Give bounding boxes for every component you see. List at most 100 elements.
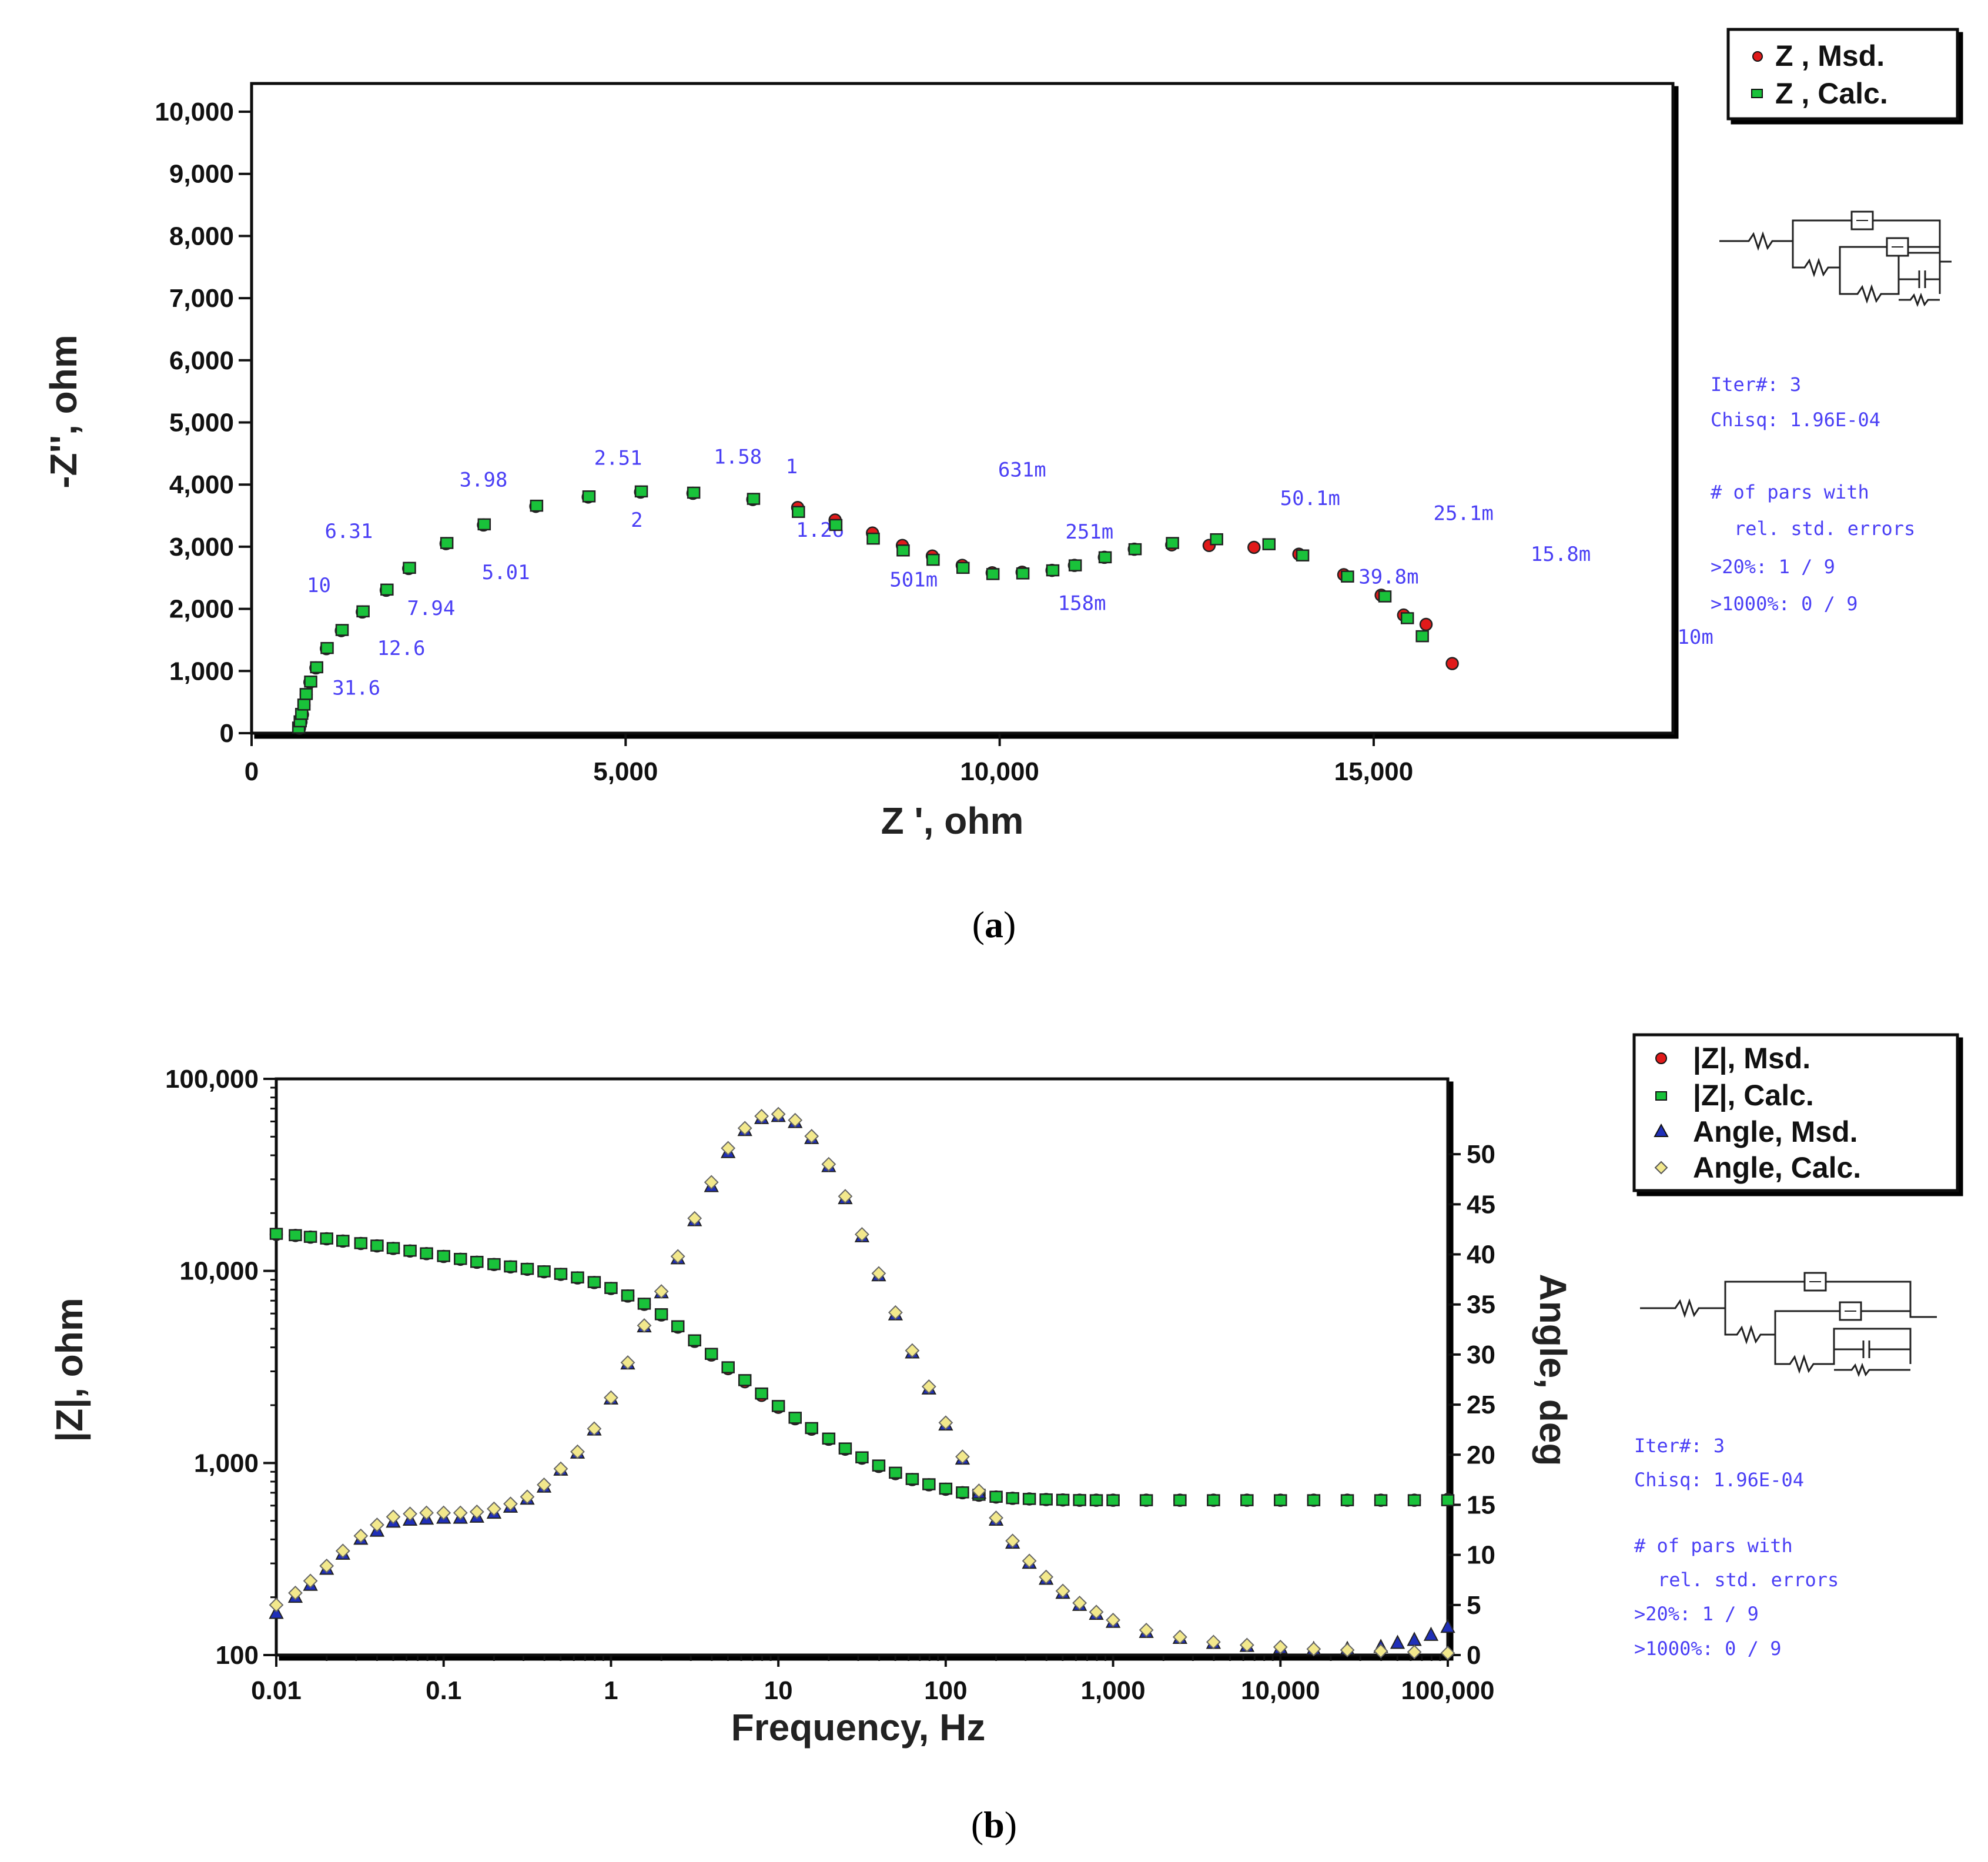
nyquist-calc-point xyxy=(1016,567,1030,580)
bode-anglecalc-point xyxy=(637,1318,652,1333)
bode-anglecalc-point xyxy=(721,1141,736,1156)
bode-anglecalc-point xyxy=(788,1112,803,1128)
bode-anglecalc-point xyxy=(604,1390,618,1405)
panel-b: 0.01 0.1 1 10 100 1,000 10,000 100,0001001,0001… xyxy=(48,1033,1959,1846)
legend-label-zcalc-b: |Z|, Calc. xyxy=(1693,1079,1814,1112)
bode-anglecalc-point xyxy=(1373,1643,1388,1659)
y-right-tick-label-b: 25 xyxy=(1467,1390,1495,1419)
nyquist-calc-point xyxy=(403,561,416,574)
nyquist-calc-point xyxy=(310,661,323,674)
bode-zcalc-point xyxy=(771,1400,785,1412)
bode-zcalc-point xyxy=(470,1255,484,1268)
bode-anglecalc-point xyxy=(1239,1637,1254,1653)
nyquist-calc-point xyxy=(986,568,1000,580)
bode-anglecalc-point xyxy=(386,1509,401,1525)
nyquist-msd-point xyxy=(1419,617,1433,631)
frequency-label-a: 631m xyxy=(998,458,1046,482)
frequency-label-a: 5.01 xyxy=(482,561,530,584)
frequency-label-a: 2.51 xyxy=(594,446,642,470)
y-tick-label-a: 5,000 xyxy=(169,409,234,437)
nyquist-calc-point xyxy=(896,544,910,557)
bode-anglecalc-point xyxy=(838,1189,853,1204)
bode-zcalc-point xyxy=(1006,1492,1019,1505)
bode-anglecalc-point xyxy=(771,1106,786,1122)
bode-zcalc-point xyxy=(336,1235,350,1247)
nyquist-calc-point xyxy=(747,493,761,505)
y-left-tick-label-b: 10,000 xyxy=(179,1257,259,1286)
bode-anglecalc-point xyxy=(537,1477,551,1492)
bode-zcalc-point xyxy=(805,1422,818,1435)
bode-anglecalc-point xyxy=(335,1543,350,1559)
bode-zcalc-point xyxy=(704,1348,718,1360)
nyquist-calc-point xyxy=(304,676,317,688)
y-right-tick-label-b: 45 xyxy=(1467,1190,1495,1219)
panel-label-a: (a) xyxy=(972,904,1016,945)
bode-anglecalc-point xyxy=(1022,1553,1037,1569)
bode-anglecalc-point xyxy=(436,1505,451,1520)
nyquist-calc-point xyxy=(926,553,940,566)
frequency-label-a: 39.8m xyxy=(1358,565,1418,589)
legend-label-amsd-b: Angle, Msd. xyxy=(1693,1115,1858,1148)
frequency-labels-a: 31.612.67.94106.315.013.982.5121.581.261… xyxy=(307,445,1713,700)
bode-anglecalc-point xyxy=(269,1597,284,1613)
x-axis-title-b: Frequency, Hz xyxy=(731,1706,986,1749)
bode-zcalc-point xyxy=(1207,1494,1220,1506)
y-right-tick-label-b: 0 xyxy=(1467,1641,1481,1670)
nyquist-calc-point xyxy=(1378,590,1392,603)
bode-anglecalc-point xyxy=(319,1558,334,1573)
panel-a: 0 1,000 2,000 3,000 4,000 5,000 6,000 7,000 8,00… xyxy=(42,28,1959,945)
bode-zcalc-point xyxy=(822,1432,836,1445)
legend-marker-calc-a xyxy=(1751,89,1763,98)
nyquist-calc-point xyxy=(956,561,970,574)
x-tick-label-b: 100 xyxy=(924,1676,967,1705)
bode-anglecalc-point xyxy=(1206,1634,1221,1650)
nyquist-calc-point xyxy=(1068,559,1082,571)
svg-text:(b): (b) xyxy=(971,1804,1017,1846)
bode-anglecalc-point xyxy=(989,1510,1003,1526)
panel-label-b: (b) xyxy=(971,1804,1017,1846)
bode-anglecalc-point xyxy=(754,1108,769,1124)
bode-anglecalc-point xyxy=(1273,1639,1288,1654)
x-tick-label-b: 0.01 xyxy=(251,1676,302,1705)
y-tick-label-a: 10,000 xyxy=(155,98,234,126)
pars-text-2-a: rel. std. errors xyxy=(1734,517,1915,540)
frequency-label-a: 50.1m xyxy=(1280,487,1340,510)
y-tick-label-a: 2,000 xyxy=(169,595,234,624)
frequency-label-a: 6.31 xyxy=(324,520,373,543)
x-tick-label-b: 1 xyxy=(604,1676,618,1705)
bode-zcalc-point xyxy=(554,1268,568,1280)
y-right-tick-label-b: 20 xyxy=(1467,1440,1495,1469)
circuit-diagram-b xyxy=(1640,1272,1937,1378)
pars-text-2-b: rel. std. errors xyxy=(1658,1569,1839,1591)
y-tick-label-a: 9,000 xyxy=(169,160,234,189)
pars-text-1-a: # of pars with xyxy=(1711,481,1869,503)
y-right-tick-label-b: 50 xyxy=(1467,1140,1495,1169)
nyquist-msd-point xyxy=(1247,540,1261,554)
bode-zcalc-point xyxy=(1240,1494,1254,1506)
nyquist-calc-point xyxy=(829,519,843,531)
bode-zcalc-point xyxy=(269,1228,283,1240)
gt1000-text-b: >1000%: 0 / 9 xyxy=(1634,1637,1781,1660)
bode-zcalc-point xyxy=(889,1466,902,1479)
bode-anglemsd-point xyxy=(1390,1634,1405,1649)
bode-zcalc-point xyxy=(370,1239,384,1252)
axes-b: 0.01 0.1 1 10 100 1,000 10,000 100,0001001,0001… xyxy=(165,1065,1495,1705)
bode-zcalc-point xyxy=(1022,1493,1036,1505)
bode-anglecalc-point xyxy=(804,1129,819,1144)
bode-anglecalc-point xyxy=(1440,1646,1455,1661)
nyquist-calc-point xyxy=(440,537,454,549)
bode-anglemsd-point xyxy=(1440,1619,1455,1633)
nyquist-calc-point xyxy=(582,490,596,503)
bode-anglecalc-point xyxy=(403,1506,417,1522)
nyquist-calc-point xyxy=(1046,564,1060,577)
bode-zcalc-point xyxy=(1340,1494,1354,1506)
y-tick-label-a: 1,000 xyxy=(169,657,234,686)
bode-zcalc-point xyxy=(855,1451,869,1463)
x-tick-label-b: 1,000 xyxy=(1081,1676,1146,1705)
fit-info-b: Iter#: 3 Chisq: 1.96E-04 # of pars with … xyxy=(1634,1435,1839,1660)
nyquist-calc-point xyxy=(634,485,648,498)
nyquist-calc-point xyxy=(320,641,334,654)
bode-zcalc-point xyxy=(989,1490,1003,1503)
y-left-tick-label-b: 100 xyxy=(216,1641,259,1670)
bode-zcalc-point xyxy=(1274,1494,1287,1506)
